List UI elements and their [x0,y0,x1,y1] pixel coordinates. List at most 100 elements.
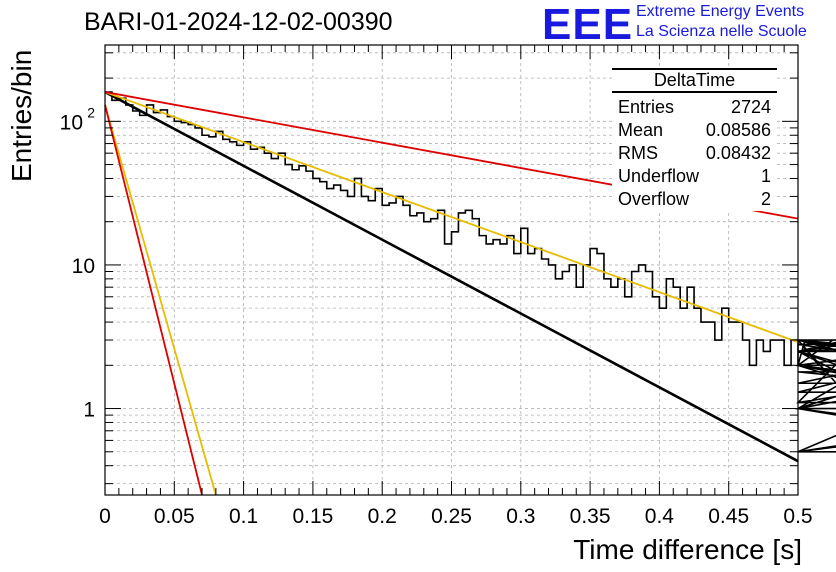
histogram-bin [375,189,382,495]
stats-label: RMS [618,143,658,163]
x-tick-label: 0.45 [708,505,749,528]
histogram-bin [618,279,625,495]
stats-box-title: DeltaTime [612,68,777,93]
histogram-bin [237,145,244,495]
histogram-bin [223,139,230,495]
x-tick-label: 0.05 [154,505,195,528]
x-tick-label: 0.3 [506,505,535,528]
histogram-bin [306,171,313,495]
histogram-bin [105,92,112,495]
stats-row-underflow: Underflow 1 [612,165,777,188]
histogram-bin [756,340,763,495]
y-tick-label: 1 [83,399,95,422]
x-axis-label: Time difference [s] [573,534,802,565]
histogram-bin [597,254,604,495]
histogram-bin [348,196,355,495]
stats-value: 0.08586 [705,120,771,140]
histogram-bin [784,365,791,495]
histogram-bin [729,322,736,495]
histogram-bin [749,365,756,495]
histogram-bin [555,279,562,495]
histogram-bin [188,125,195,495]
histogram-bin [334,185,341,495]
histogram-bin [174,121,181,495]
x-tick-label: 0.1 [229,505,258,528]
histogram-bin [181,123,188,495]
histogram-bin [583,265,590,495]
histogram-bin [521,228,528,495]
logo-caption-line2: La Scienza nelle Scuole [636,23,807,40]
fit-curves [104,90,799,496]
stats-box: DeltaTime Entries 2724 Mean 0.08586 RMS 0.0… [612,68,777,211]
histogram-bin [216,131,223,495]
histogram-bin [257,147,264,495]
stats-row-rms: RMS 0.08432 [612,142,777,165]
histogram-bin [417,213,424,495]
histogram-bin [507,236,514,495]
histogram-bin [313,178,320,495]
histogram-bin [202,135,209,495]
histogram-bin [368,201,375,495]
histogram-bin [673,287,680,495]
histogram-bin [465,210,472,495]
x-tick-label: 0.15 [292,505,333,528]
histogram-bin [736,322,743,495]
histogram-bin [133,111,140,495]
histogram-bin [479,236,486,495]
histogram-bin [445,244,452,495]
stats-label: Entries [618,97,675,117]
histogram-bin [431,219,438,495]
stats-row-mean: Mean 0.08586 [612,119,777,142]
histogram-bin [777,340,784,495]
histogram-bin [722,308,729,495]
stats-value: 2 [760,189,771,209]
histogram-bin [659,308,666,495]
axis-ticks [104,45,799,495]
histogram-bin [549,265,556,495]
fit-line [104,104,217,496]
histogram-bin [694,308,701,495]
y-axis-label: Entries/bin [6,49,37,182]
histogram-bin [569,265,576,495]
stats-row-entries: Entries 2724 [612,96,777,119]
page-title: BARI-01-2024-12-02-00390 [84,8,393,36]
histogram-bin [230,142,237,495]
x-tick-label: 0 [99,505,111,528]
histogram-bin [763,351,770,495]
histogram-bin [743,340,750,495]
histogram-bin [472,219,479,495]
histogram-bin [486,244,493,495]
histogram-bin [264,153,271,495]
histogram-bin [403,205,410,495]
histogram-bin [632,272,639,495]
x-tick-label: 0.5 [783,505,812,528]
histogram-bin [652,297,659,495]
x-tick-label: 0.35 [570,505,611,528]
y-tick-label: 10 [60,111,83,134]
histogram-bin [147,105,154,495]
histogram-bin [604,279,611,495]
stats-row-overflow: Overflow 2 [612,188,777,211]
histogram-bin [271,159,278,495]
y-tick-label-exponent: 2 [87,104,95,120]
histogram-bin [666,279,673,495]
histogram-bin [500,244,507,495]
histogram-bin [285,165,292,495]
x-tick-label: 0.2 [368,505,397,528]
histogram-bin [701,322,708,495]
histogram-bin [341,190,348,495]
histogram-bin [396,196,403,495]
histogram-bin [708,322,715,495]
histogram-bin [438,210,445,495]
histogram-bin [140,115,147,495]
histogram-bin [625,297,632,495]
histogram-bin [770,340,777,495]
histogram-bin [452,232,459,495]
histogram-bin [327,189,334,495]
histogram-bin [514,254,521,495]
stats-label: Underflow [618,166,700,186]
stats-value: 0.08432 [705,143,771,163]
histogram-bin [493,240,500,495]
histogram-bin [244,142,251,495]
histogram-bin [458,213,465,495]
